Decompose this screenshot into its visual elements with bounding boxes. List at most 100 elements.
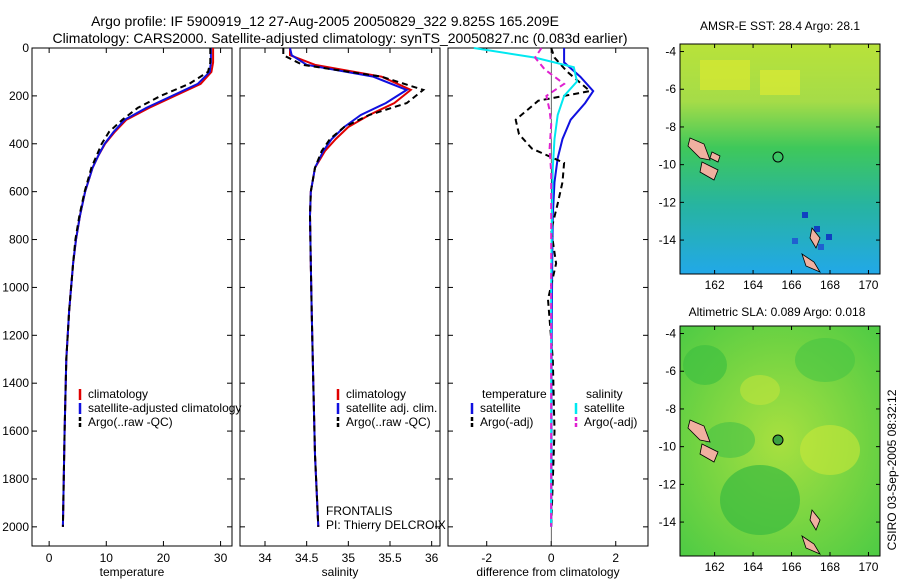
map-y-tick-label: -14	[659, 233, 677, 247]
sst-warm-patch	[760, 70, 800, 95]
island-shape	[699, 443, 719, 463]
x-tick-label: -2	[481, 551, 492, 565]
legend-label: Argo(..raw -QC)	[88, 415, 173, 429]
legend-label: Argo(..raw -QC)	[346, 415, 431, 429]
x-tick-label: 0	[46, 551, 53, 565]
legend-label: climatology	[88, 387, 148, 401]
series-line	[514, 47, 593, 527]
x-tick-label: 36	[425, 551, 439, 565]
map-y-tick-label: -12	[659, 195, 677, 209]
legend-label: Argo(-adj)	[584, 415, 637, 429]
x-axis-label: salinity	[322, 565, 359, 579]
map-y-tick-label: -14	[659, 515, 677, 529]
series-line	[289, 48, 413, 527]
map-y-tick-label: -8	[665, 120, 676, 134]
y-tick-label: 200	[9, 89, 29, 103]
sst-map-frame	[679, 43, 881, 275]
map-x-tick-label: 164	[743, 278, 763, 292]
y-tick-label: 2000	[2, 520, 29, 534]
y-tick-label: 1000	[2, 280, 29, 294]
sla-map-frame	[679, 325, 881, 557]
map-x-tick-label: 168	[820, 560, 840, 574]
sla-low-patch	[795, 338, 855, 382]
side-timestamp: CSIRO 03-Sep-2005 08:32:12	[885, 389, 899, 550]
sst-cold-pixel	[802, 212, 808, 218]
figure-title-line1: Argo profile: IF 5900919_12 27-Aug-2005 …	[91, 13, 559, 29]
island-shape	[801, 535, 821, 555]
figure-title-line2: Climatology: CARS2000. Satellite-adjuste…	[52, 30, 627, 46]
y-tick-label: 1400	[2, 376, 29, 390]
plot-frame	[447, 47, 649, 547]
series-line	[289, 47, 409, 527]
pi-annotation: FRONTALIS	[326, 504, 392, 518]
argo-location-marker	[772, 151, 784, 163]
x-tick-label: 10	[100, 551, 114, 565]
x-tick-label: 35	[342, 551, 356, 565]
pi-annotation: PI: Thierry DELCROIX	[326, 518, 446, 532]
sst-map-title: AMSR-E SST: 28.4 Argo: 28.1	[700, 19, 860, 33]
temperature-panel: 0 10 20 30 0 200 400 600 800 1000 1200 1400 1600 1800…	[2, 41, 241, 579]
legend-label: climatology	[346, 387, 406, 401]
legend-label: satellite	[584, 401, 625, 415]
island-shape	[801, 253, 821, 273]
salinity-panel: 34 34.5 35 35.5 36 salinity climatologysatelli…	[239, 47, 446, 579]
y-tick-label: 1600	[2, 424, 29, 438]
x-axis-label: temperature	[100, 565, 165, 579]
island-shape	[687, 419, 711, 443]
legend-group-title: salinity	[586, 387, 623, 401]
map-y-tick-label: -6	[665, 364, 676, 378]
sla-low-patch	[705, 422, 755, 458]
sst-cold-pixel	[814, 226, 820, 232]
map-x-tick-label: 170	[858, 560, 878, 574]
map-y-tick-label: -8	[665, 402, 676, 416]
legend-label: satellite-adjusted climatology	[88, 401, 241, 415]
sst-map: AMSR-E SST: 28.4 Argo: 28.1 162 164 166 168…	[659, 19, 881, 292]
island-shape	[809, 227, 821, 249]
map-x-tick-label: 164	[743, 560, 763, 574]
island-shape	[699, 161, 719, 181]
island-shape	[687, 137, 711, 161]
plot-frame	[31, 47, 233, 547]
sla-low-patch	[683, 345, 727, 385]
map-x-tick-label: 170	[858, 278, 878, 292]
sst-cold-pixel	[792, 238, 798, 244]
sst-warm-patch	[700, 60, 750, 90]
map-x-tick-label: 162	[705, 278, 725, 292]
map-y-tick-label: -4	[665, 327, 676, 341]
y-tick-label: 600	[9, 185, 29, 199]
map-x-tick-label: 166	[782, 278, 802, 292]
sla-high-patch	[800, 425, 860, 475]
x-tick-label: 35.5	[378, 551, 402, 565]
sla-map-title: Altimetric SLA: 0.089 Argo: 0.018	[689, 305, 866, 319]
map-x-tick-label: 166	[782, 560, 802, 574]
legend-label: satellite	[480, 401, 521, 415]
sla-high-patch	[740, 375, 780, 405]
map-x-tick-label: 162	[705, 560, 725, 574]
sla-map: Altimetric SLA: 0.089 Argo: 0.018 162 164…	[659, 305, 881, 574]
y-tick-label: 1200	[2, 328, 29, 342]
y-tick-label: 0	[22, 41, 29, 55]
sst-cold-pixel	[818, 244, 824, 250]
island-shape	[809, 509, 821, 531]
series-line	[61, 48, 212, 527]
plot-frame	[239, 47, 441, 547]
x-tick-label: 30	[214, 551, 228, 565]
x-tick-label: 2	[612, 551, 619, 565]
map-y-tick-label: -12	[659, 477, 677, 491]
x-tick-label: 20	[157, 551, 171, 565]
sla-map-axes: 162 164 166 168 170 -4 -6 -8 -10 -12 -14	[659, 326, 880, 574]
sla-low-patch	[720, 465, 800, 535]
legend-label: satellite adj. clim.	[346, 401, 437, 415]
x-tick-label: 34.5	[295, 551, 319, 565]
series-line	[282, 48, 426, 527]
sst-cold-pixel	[826, 234, 832, 240]
series-line	[473, 47, 579, 527]
y-tick-label: 800	[9, 233, 29, 247]
series-line	[61, 48, 215, 527]
map-y-tick-label: -6	[665, 82, 676, 96]
series-line	[61, 48, 212, 527]
map-y-tick-label: -10	[659, 440, 677, 454]
